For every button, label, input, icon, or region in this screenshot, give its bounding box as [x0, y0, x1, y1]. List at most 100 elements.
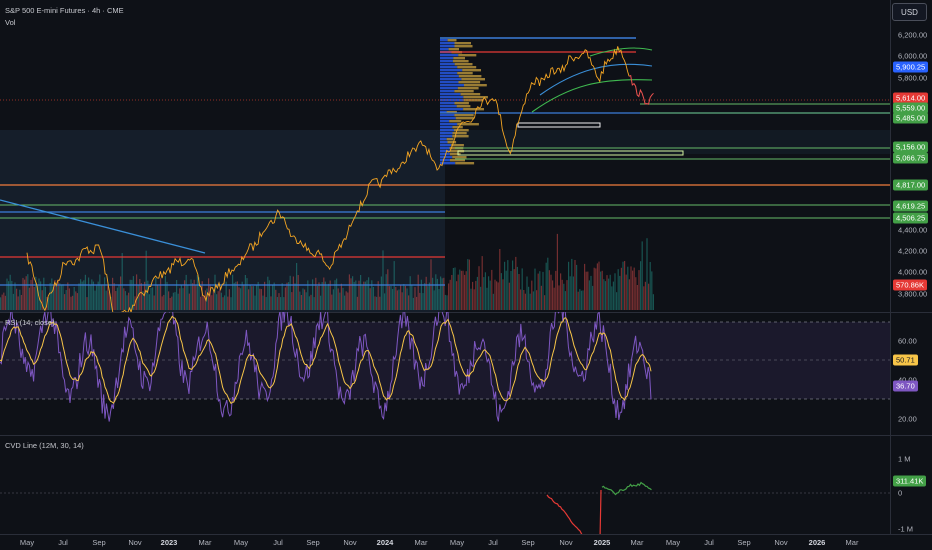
cvd-tick: -1 M — [898, 524, 913, 534]
volume-bar — [171, 296, 173, 310]
volume-bar — [35, 276, 37, 310]
cvd-pane — [0, 481, 890, 534]
volume-bar — [32, 277, 34, 310]
volume-bar — [64, 294, 66, 310]
volume-bar — [131, 279, 133, 310]
profile-bar-sell — [450, 159, 465, 162]
volume-bar — [340, 283, 342, 310]
volume-bar — [377, 281, 379, 310]
profile-bar-buy — [440, 42, 455, 45]
cvd-badge: 311.41K — [893, 475, 927, 487]
rsi-line — [0, 312, 652, 422]
volume-bar — [129, 279, 131, 310]
volume-bar — [192, 283, 194, 310]
time-axis-label: 2024 — [376, 538, 394, 547]
volume-bar — [507, 260, 509, 310]
rsi-tick: 60.00 — [898, 336, 917, 346]
profile-bar-buy — [440, 162, 456, 165]
volume-bar — [262, 295, 264, 310]
volume-bar — [124, 291, 126, 310]
volume-bar — [16, 288, 18, 310]
volume-bar — [548, 270, 550, 310]
volume-bar — [552, 280, 554, 310]
volume-bar — [398, 289, 400, 310]
volume-bar — [233, 282, 235, 310]
volume-bar — [617, 269, 619, 310]
volume-bar — [59, 283, 61, 310]
volume-bar — [57, 279, 59, 310]
volume-bar — [294, 283, 296, 310]
volume-bar — [505, 270, 507, 310]
volume-bar — [108, 292, 110, 310]
cvd-line-negative — [546, 489, 602, 534]
profile-bar-sell — [458, 75, 482, 78]
profile-bar-buy — [440, 111, 447, 114]
volume-bar — [408, 295, 410, 310]
volume-bar — [598, 261, 600, 310]
volume-bar — [97, 281, 99, 310]
profile-bar-buy — [440, 90, 455, 93]
volume-bar — [401, 292, 403, 310]
volume-bar — [604, 281, 606, 310]
volume-bar — [150, 287, 152, 310]
volume-bar — [478, 266, 480, 310]
volume-bar — [238, 287, 240, 310]
profile-bar-sell — [454, 42, 471, 45]
volume-bar — [324, 281, 326, 310]
volume-bar — [364, 281, 366, 310]
profile-bar-buy — [440, 159, 450, 162]
volume-bar — [91, 279, 93, 310]
profile-bar-sell — [457, 72, 473, 75]
volume-bar — [6, 278, 8, 310]
volume-bar — [635, 277, 637, 310]
volume-bar — [172, 292, 174, 310]
time-axis-label: May — [233, 538, 249, 547]
volume-bar — [428, 282, 430, 310]
price-tick: 6,000.00 — [898, 51, 928, 61]
volume-bar — [1, 294, 3, 310]
volume-bar — [584, 263, 586, 310]
volume-bar — [475, 280, 477, 310]
volume-bar — [566, 280, 568, 310]
volume-bar — [611, 286, 613, 310]
volume-bar — [435, 274, 437, 310]
volume-bar — [36, 286, 38, 310]
volume-bar — [204, 290, 206, 310]
volume-bar — [62, 284, 64, 310]
volume-bar — [440, 276, 442, 310]
volume-bar — [576, 264, 578, 310]
volume-bar — [416, 296, 418, 310]
volume-bar — [468, 259, 470, 310]
volume-bar — [592, 285, 594, 310]
rsi-band — [0, 322, 890, 399]
volume-bar — [297, 275, 299, 310]
price-tick: 3,800.00 — [898, 289, 928, 299]
profile-bar-sell — [453, 57, 465, 60]
rsi-badge: 36.70 — [893, 380, 918, 392]
volume-bar — [214, 274, 216, 310]
volume-bar — [326, 285, 328, 310]
volume-bar — [11, 280, 13, 310]
volume-bar — [534, 268, 536, 310]
volume-bar — [48, 297, 50, 310]
currency-button[interactable]: USD — [892, 3, 927, 21]
volume-bar — [236, 281, 238, 310]
volume-bar — [531, 280, 533, 310]
profile-bar-buy — [440, 57, 454, 60]
volume-bar — [24, 279, 26, 310]
volume-bar — [139, 279, 141, 310]
volume-bar — [603, 279, 605, 310]
profile-bar-sell — [455, 162, 475, 165]
volume-bar — [633, 267, 635, 310]
time-axis-label: Nov — [559, 538, 573, 547]
volume-bar — [25, 276, 27, 310]
volume-bar — [12, 293, 14, 310]
volume-bar — [411, 285, 413, 310]
price-badge-4506: 4,506.25 — [893, 212, 929, 224]
volume-bar — [308, 296, 310, 310]
volume-bar — [539, 271, 541, 310]
volume-bar — [318, 282, 320, 310]
volume-bar — [612, 281, 614, 310]
volume-bar — [41, 290, 43, 310]
